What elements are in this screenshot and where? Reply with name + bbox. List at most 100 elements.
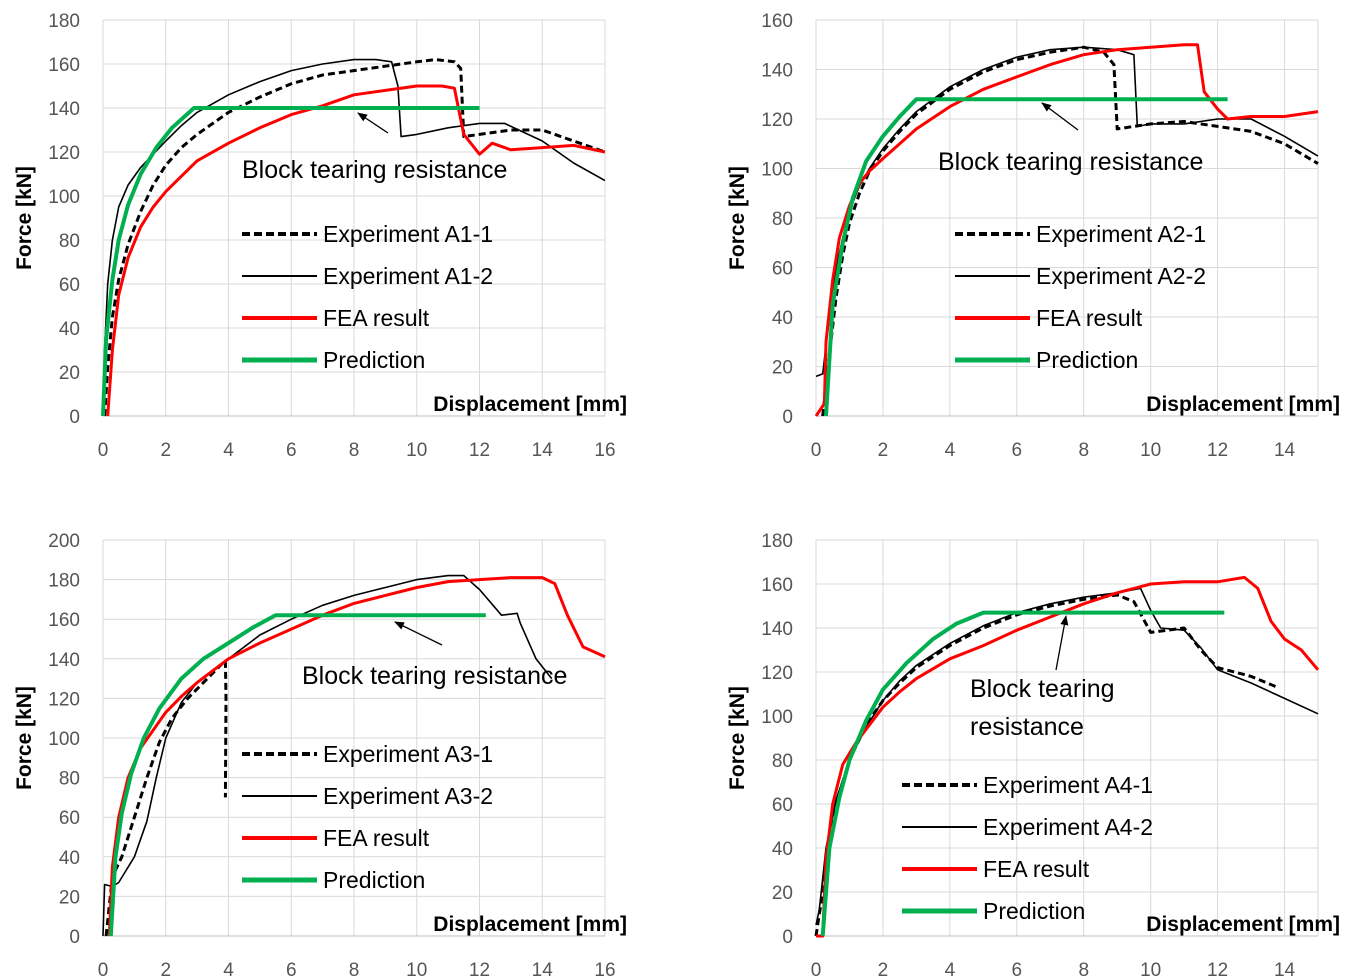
legend-label: Prediction xyxy=(323,347,425,373)
chart-panel-3: 0 20 40 60 80 100 120 140 160 180 200 0 2 4 6 8 10 12 14 16… xyxy=(13,531,627,978)
annotation-arrow xyxy=(394,621,443,646)
x-tick-label: 4 xyxy=(223,960,234,978)
y-tick-label: 60 xyxy=(772,259,793,280)
y-axis-title: Force [kN] xyxy=(13,166,36,270)
x-tick-label: 4 xyxy=(223,440,234,461)
series-line-prediction xyxy=(824,97,1228,417)
annotation-arrow xyxy=(1041,102,1079,131)
x-tick-label: 8 xyxy=(349,960,360,978)
x-tick-label: 10 xyxy=(406,440,427,461)
annotation-label: Block tearing xyxy=(970,675,1115,703)
series-line-experiment-a3-2 xyxy=(102,574,553,937)
series-line-fea-result xyxy=(106,84,606,417)
series-line-experiment-a1-1 xyxy=(103,58,606,417)
y-tick-label: 80 xyxy=(772,209,793,230)
x-tick-label: 2 xyxy=(878,440,889,461)
y-axis-title: Force [kN] xyxy=(726,686,749,790)
x-tick-label: 14 xyxy=(1274,440,1296,461)
x-tick-label: 10 xyxy=(1140,960,1161,978)
x-tick-label: 0 xyxy=(811,960,822,978)
y-tick-label: 160 xyxy=(761,575,793,596)
annotation-arrow xyxy=(357,112,389,134)
y-tick-label: 160 xyxy=(761,11,793,32)
y-tick-label: 60 xyxy=(59,275,80,296)
x-tick-label: 0 xyxy=(98,440,109,461)
legend-label: Experiment A4-2 xyxy=(983,814,1153,840)
x-tick-label: 10 xyxy=(1140,440,1161,461)
x-tick-label: 8 xyxy=(1078,960,1089,978)
x-tick-label: 4 xyxy=(945,960,956,978)
y-tick-label: 140 xyxy=(761,619,793,640)
legend-label: FEA result xyxy=(983,856,1090,882)
y-tick-label: 180 xyxy=(48,571,80,592)
legend-label: FEA result xyxy=(323,305,430,331)
legend-label: Experiment A1-1 xyxy=(323,221,493,247)
x-tick-label: 14 xyxy=(1274,960,1296,978)
chart-panel-2: 0 20 40 60 80 100 120 140 160 0 2 4 6 8 10 12 14 Displace… xyxy=(726,11,1340,461)
x-tick-label: 6 xyxy=(286,960,297,978)
y-tick-label: 180 xyxy=(48,11,80,32)
x-tick-label: 6 xyxy=(286,440,297,461)
annotation-label: Block tearing resistance xyxy=(302,662,567,690)
x-tick-label: 8 xyxy=(349,440,360,461)
x-tick-label: 12 xyxy=(469,960,490,978)
y-tick-label: 160 xyxy=(48,610,80,631)
y-tick-label: 80 xyxy=(772,751,793,772)
y-tick-label: 20 xyxy=(772,883,793,904)
legend-label: Experiment A3-1 xyxy=(323,741,493,767)
y-axis-title: Force [kN] xyxy=(726,166,749,270)
x-tick-label: 2 xyxy=(160,960,171,978)
x-tick-label: 2 xyxy=(160,440,171,461)
y-tick-label: 100 xyxy=(48,187,80,208)
x-tick-label: 4 xyxy=(945,440,956,461)
x-tick-label: 8 xyxy=(1078,440,1089,461)
legend-label: FEA result xyxy=(1036,305,1143,331)
x-axis-title: Displacement [mm] xyxy=(1146,393,1340,416)
legend-label: Experiment A3-2 xyxy=(323,783,493,809)
x-tick-label: 6 xyxy=(1012,440,1023,461)
y-tick-label: 40 xyxy=(772,308,793,329)
x-tick-label: 0 xyxy=(98,960,109,978)
y-tick-label: 60 xyxy=(59,808,80,829)
legend-label: Prediction xyxy=(983,898,1085,924)
x-tick-label: 12 xyxy=(1207,440,1228,461)
y-tick-label: 40 xyxy=(59,848,80,869)
y-tick-label: 120 xyxy=(48,143,80,164)
x-tick-label: 12 xyxy=(469,440,490,461)
series-line-prediction xyxy=(820,610,1225,937)
y-tick-label: 20 xyxy=(59,887,80,908)
x-tick-label: 0 xyxy=(811,440,822,461)
y-tick-label: 180 xyxy=(761,531,793,552)
x-tick-label: 12 xyxy=(1207,960,1228,978)
annotation-label: Block tearing resistance xyxy=(938,148,1203,176)
y-tick-label: 40 xyxy=(772,839,793,860)
legend-label: Prediction xyxy=(1036,347,1138,373)
y-tick-label: 200 xyxy=(48,531,80,552)
legend-label: Experiment A2-1 xyxy=(1036,221,1206,247)
y-tick-label: 100 xyxy=(48,729,80,750)
y-tick-label: 140 xyxy=(48,99,80,120)
y-tick-label: 0 xyxy=(782,927,793,948)
y-tick-label: 0 xyxy=(782,407,793,428)
chart-panel-4: 0 20 40 60 80 100 120 140 160 180 0 2 4 6 8 10 12 14 Displ… xyxy=(726,531,1340,978)
series-line-experiment-a4-1 xyxy=(814,593,1279,937)
x-tick-label: 6 xyxy=(1012,960,1023,978)
series-line-fea-result xyxy=(814,43,1319,417)
y-tick-label: 140 xyxy=(48,650,80,671)
y-tick-label: 140 xyxy=(761,61,793,82)
legend-label: Prediction xyxy=(323,867,425,893)
y-tick-label: 20 xyxy=(772,358,793,379)
annotation-arrow xyxy=(1055,615,1069,671)
x-axis-title: Displacement [mm] xyxy=(433,393,627,416)
y-tick-label: 0 xyxy=(69,407,80,428)
legend-label: Experiment A1-2 xyxy=(323,263,493,289)
y-tick-label: 40 xyxy=(59,319,80,340)
y-tick-label: 120 xyxy=(761,110,793,131)
annotation-label: Block tearing resistance xyxy=(242,156,507,184)
series-line-fea-result xyxy=(816,575,1320,938)
legend-label: Experiment A4-1 xyxy=(983,772,1153,798)
x-axis-title: Displacement [mm] xyxy=(1146,913,1340,936)
annotation-label: resistance xyxy=(970,713,1084,741)
series-line-experiment-a2-1 xyxy=(821,45,1319,417)
